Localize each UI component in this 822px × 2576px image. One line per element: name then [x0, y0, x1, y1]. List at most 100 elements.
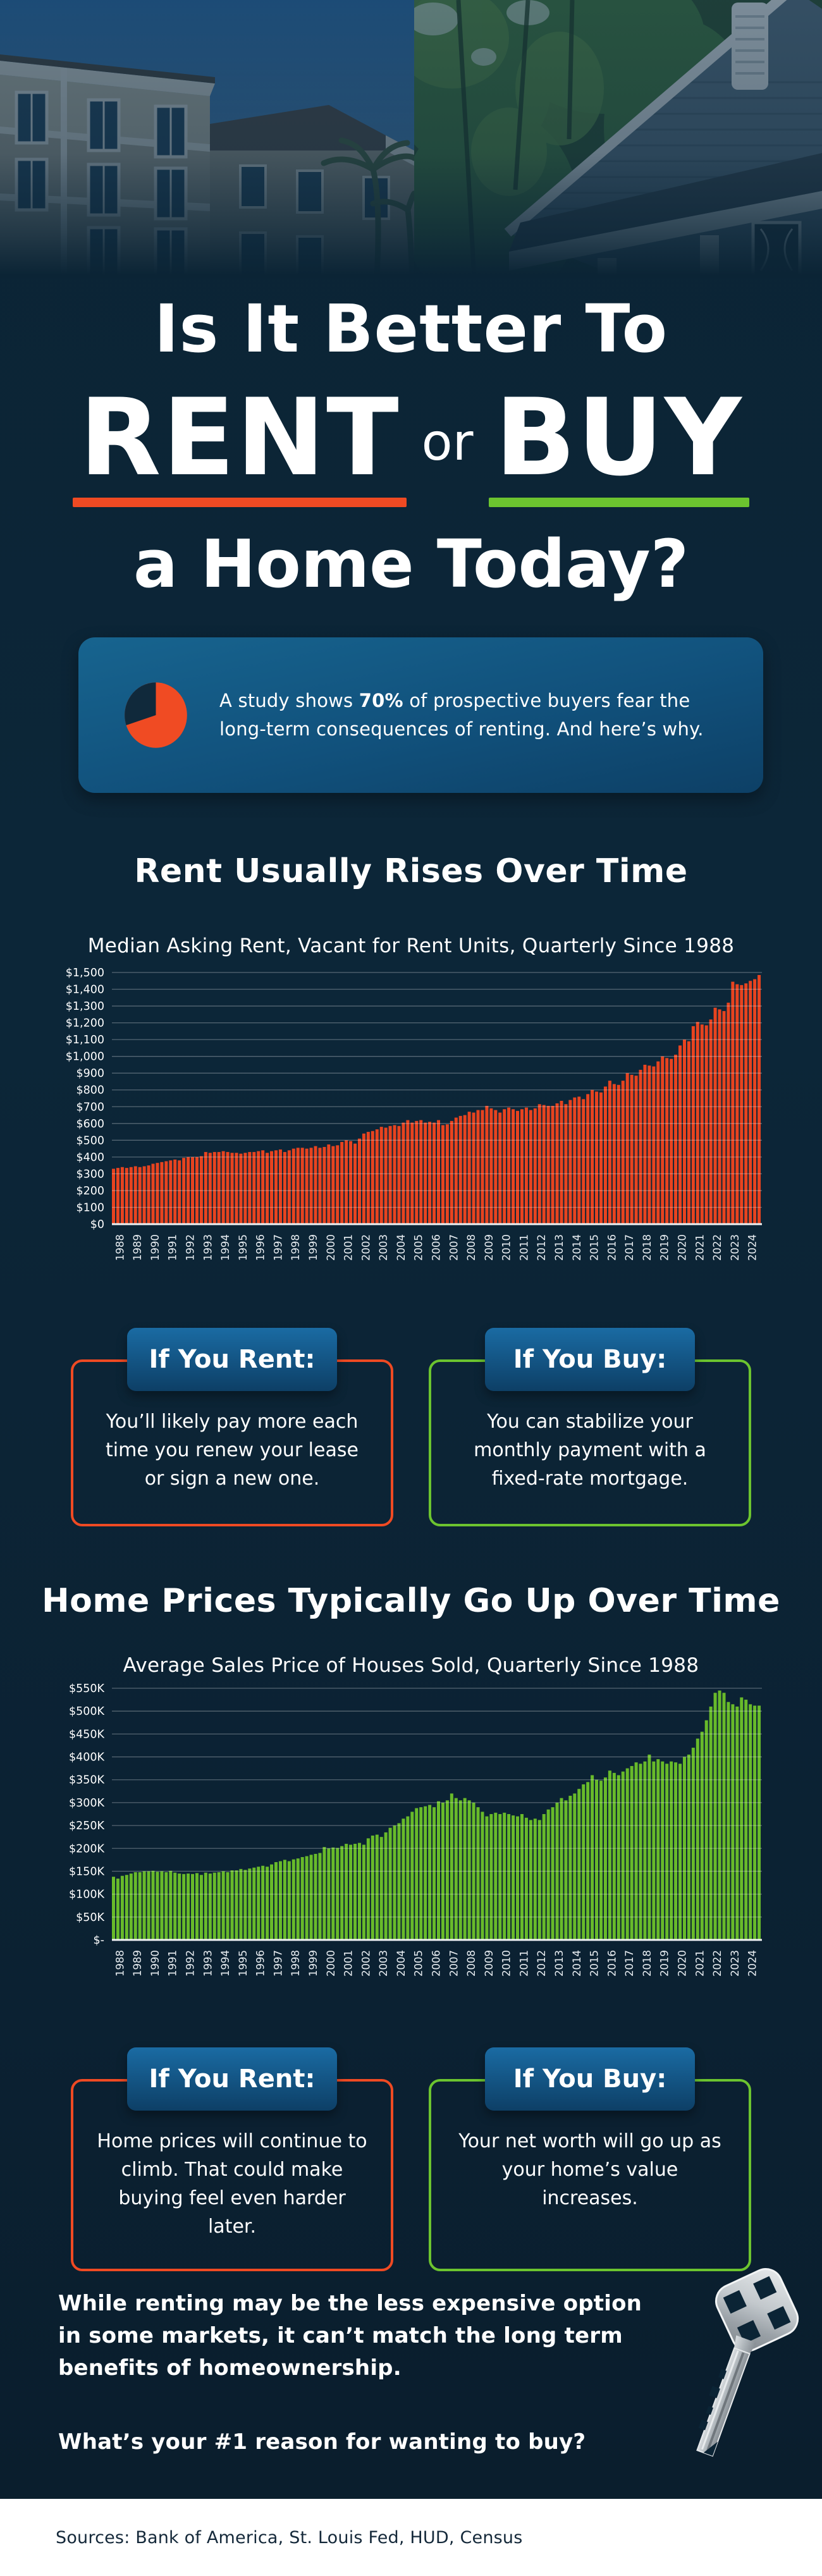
svg-text:1996: 1996: [255, 1950, 267, 1977]
svg-text:$250K: $250K: [69, 1820, 105, 1832]
svg-text:1993: 1993: [202, 1234, 214, 1261]
svg-text:1998: 1998: [290, 1234, 302, 1261]
svg-text:2004: 2004: [395, 1950, 407, 1977]
svg-text:$1,300: $1,300: [66, 1000, 104, 1013]
svg-text:2024: 2024: [747, 1950, 759, 1977]
if-you-rent-tab: If You Rent:: [127, 1328, 337, 1391]
svg-text:$1,200: $1,200: [66, 1017, 104, 1030]
closing-text: While renting may be the less expensive …: [58, 2288, 646, 2458]
svg-text:2010: 2010: [501, 1234, 513, 1261]
svg-text:2001: 2001: [343, 1950, 355, 1977]
svg-text:$450K: $450K: [69, 1728, 105, 1741]
home-section-title: Home Prices Typically Go Up Over Time: [42, 1582, 780, 1620]
svg-text:2009: 2009: [483, 1234, 495, 1261]
svg-text:1989: 1989: [132, 1234, 144, 1261]
svg-text:$400K: $400K: [69, 1751, 105, 1764]
svg-text:2013: 2013: [553, 1950, 565, 1977]
svg-text:2012: 2012: [536, 1950, 548, 1977]
svg-text:2024: 2024: [747, 1234, 759, 1261]
footer-bar: Sources: Bank of America, St. Louis Fed,…: [0, 2499, 822, 2576]
svg-text:2011: 2011: [518, 1950, 530, 1977]
svg-text:2014: 2014: [571, 1234, 583, 1261]
svg-text:1999: 1999: [307, 1234, 319, 1261]
svg-text:2002: 2002: [360, 1234, 372, 1261]
main-title: Is It Better To RENT or BUY a Home Today…: [0, 296, 822, 597]
svg-text:1994: 1994: [219, 1950, 231, 1977]
svg-text:2019: 2019: [659, 1950, 671, 1977]
svg-text:$800: $800: [76, 1084, 104, 1097]
svg-text:1995: 1995: [237, 1950, 249, 1977]
rent-comparison-row: If You Rent: You’ll likely pay more each…: [71, 1328, 751, 1526]
svg-text:$1,500: $1,500: [66, 967, 104, 979]
callout-text: A study shows 70% of prospective buyers …: [219, 690, 704, 740]
apartment-photo: [0, 0, 414, 278]
closing-paragraph-2: What’s your #1 reason for wanting to buy…: [58, 2429, 586, 2455]
svg-text:2022: 2022: [711, 1234, 723, 1261]
svg-text:$300: $300: [76, 1168, 104, 1181]
svg-text:2020: 2020: [676, 1950, 688, 1977]
svg-text:1991: 1991: [167, 1950, 179, 1977]
home-box-if-you-buy: If You Buy: Your net worth will go up as…: [429, 2047, 751, 2271]
title-word-rent: RENT: [73, 376, 407, 507]
svg-text:2013: 2013: [553, 1234, 565, 1261]
svg-text:2001: 2001: [343, 1234, 355, 1261]
svg-text:2005: 2005: [413, 1234, 425, 1261]
svg-text:1993: 1993: [202, 1950, 214, 1977]
home-comparison-row: If You Rent: Home prices will continue t…: [71, 2047, 751, 2271]
svg-text:$0: $0: [90, 1218, 104, 1231]
study-callout: A study shows 70% of prospective buyers …: [78, 637, 763, 793]
svg-text:2023: 2023: [729, 1950, 741, 1977]
title-line-1: Is It Better To: [154, 290, 668, 367]
title-word-buy: BUY: [488, 376, 749, 507]
svg-text:2008: 2008: [465, 1234, 477, 1261]
house-key-image: [658, 2260, 816, 2469]
svg-text:2010: 2010: [501, 1950, 513, 1977]
home-box-if-you-rent: If You Rent: Home prices will continue t…: [71, 2047, 393, 2271]
svg-text:2006: 2006: [431, 1234, 443, 1261]
svg-text:2020: 2020: [676, 1234, 688, 1261]
svg-text:$100: $100: [76, 1201, 104, 1214]
svg-text:$1,100: $1,100: [66, 1034, 104, 1046]
svg-text:2019: 2019: [659, 1234, 671, 1261]
svg-text:$50K: $50K: [76, 1911, 104, 1924]
svg-text:1995: 1995: [237, 1234, 249, 1261]
svg-text:1991: 1991: [167, 1234, 179, 1261]
svg-text:1998: 1998: [290, 1950, 302, 1977]
svg-text:1994: 1994: [219, 1234, 231, 1261]
svg-text:2005: 2005: [413, 1950, 425, 1977]
if-you-buy-tab: If You Buy:: [485, 2047, 695, 2111]
svg-text:2012: 2012: [536, 1234, 548, 1261]
if-you-buy-tab: If You Buy:: [485, 1328, 695, 1391]
svg-text:2015: 2015: [589, 1950, 601, 1977]
svg-text:2008: 2008: [465, 1950, 477, 1977]
home-price-bar-chart: $550K $500K $450K $400K $350K $300K $250K $200K…: [69, 1683, 762, 1977]
rent-box-if-you-rent: If You Rent: You’ll likely pay more each…: [71, 1328, 393, 1526]
svg-text:$500K: $500K: [69, 1705, 105, 1718]
svg-text:2016: 2016: [606, 1234, 618, 1261]
svg-text:1997: 1997: [272, 1950, 284, 1977]
rent-bar-chart: $1,500 $1,400 $1,300 $1,200 $1,100 $1,000 $900…: [66, 967, 762, 1261]
svg-text:2022: 2022: [711, 1950, 723, 1977]
svg-text:1992: 1992: [185, 1950, 197, 1977]
svg-text:2011: 2011: [518, 1234, 530, 1261]
if-you-rent-tab: If You Rent:: [127, 2047, 337, 2111]
svg-text:1990: 1990: [149, 1950, 161, 1977]
title-word-or: or: [421, 413, 474, 472]
svg-text:$150K: $150K: [69, 1865, 105, 1878]
pie-chart-icon: [125, 682, 187, 748]
svg-text:$600: $600: [76, 1118, 104, 1131]
svg-text:2003: 2003: [377, 1950, 390, 1977]
svg-text:2000: 2000: [325, 1950, 337, 1977]
svg-text:1996: 1996: [255, 1234, 267, 1261]
svg-text:$100K: $100K: [69, 1889, 105, 1901]
svg-text:$350K: $350K: [69, 1774, 105, 1787]
svg-text:$200K: $200K: [69, 1843, 105, 1855]
svg-text:$200: $200: [76, 1185, 104, 1198]
title-line-2: RENT or BUY: [0, 376, 822, 507]
svg-text:$900: $900: [76, 1067, 104, 1080]
svg-text:2017: 2017: [623, 1950, 635, 1977]
rent-box-if-you-buy: If You Buy: You can stabilize your month…: [429, 1328, 751, 1526]
svg-text:2004: 2004: [395, 1234, 407, 1261]
svg-text:1988: 1988: [114, 1950, 126, 1977]
